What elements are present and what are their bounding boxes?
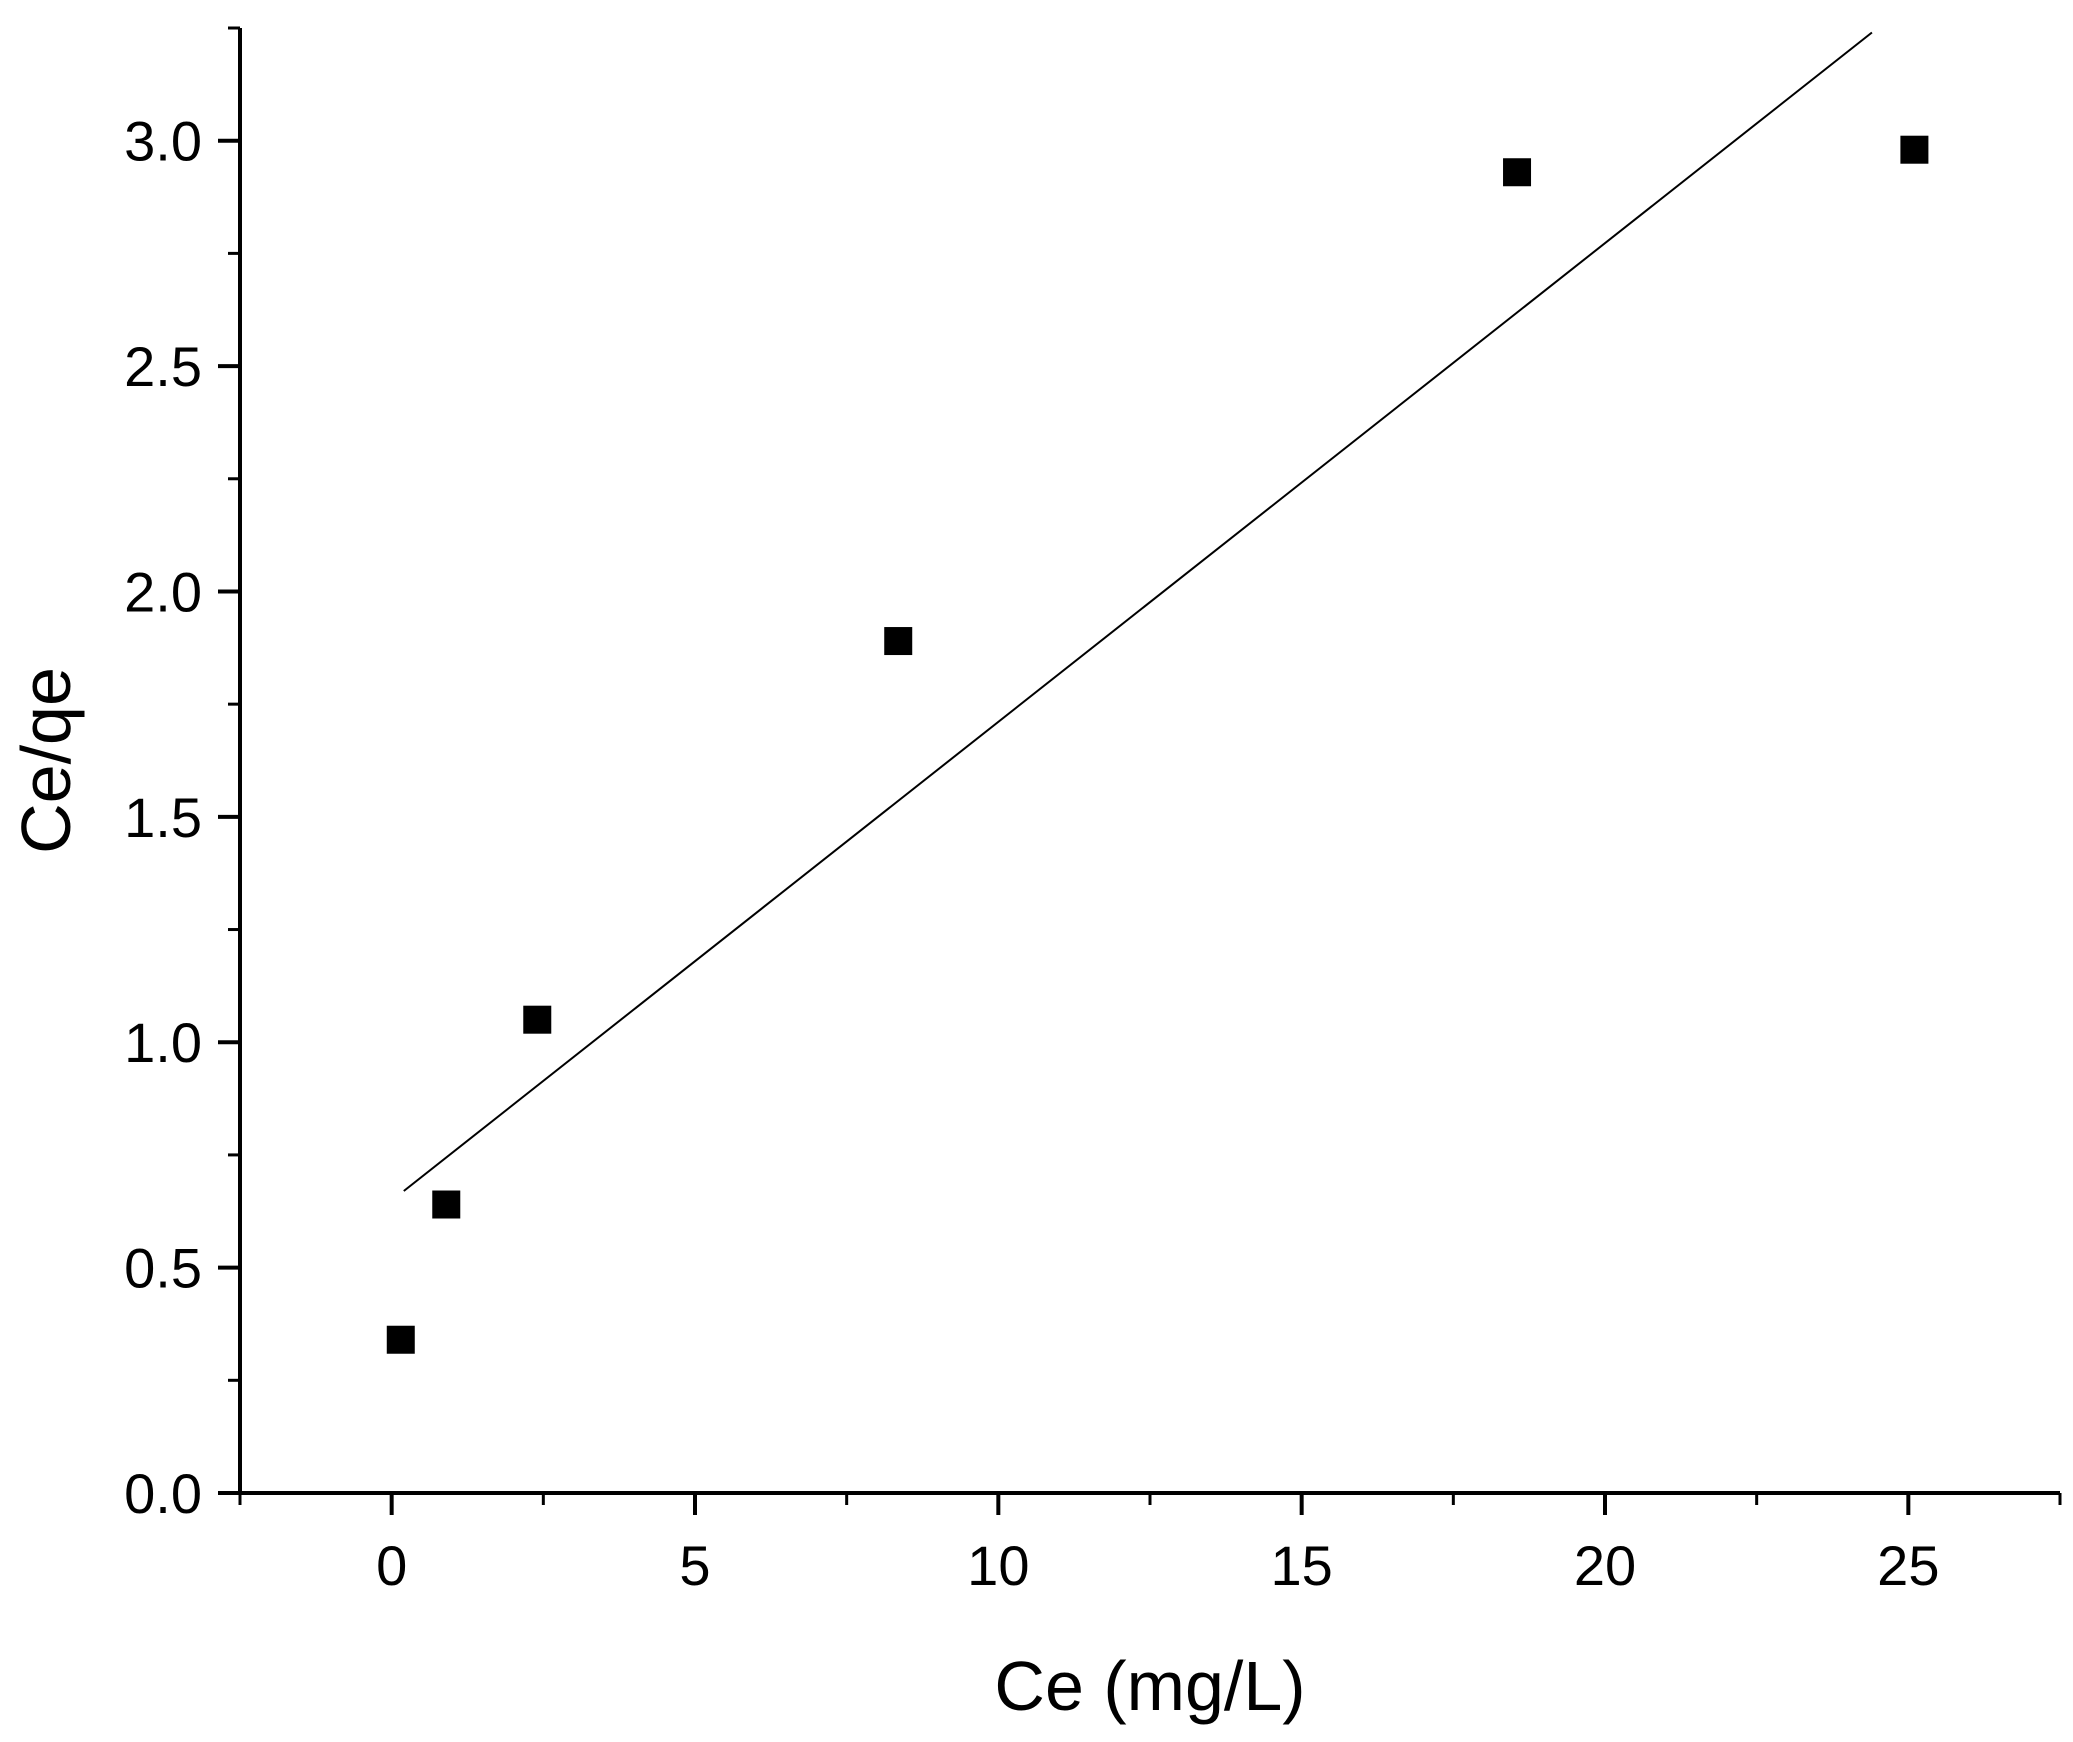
x-tick-label: 15 bbox=[1271, 1534, 1333, 1597]
plot-area: 0 5 10 15 20 25 0.0 0.5 1.0 1.5 2.0 2.5 3.0 bbox=[124, 26, 2062, 1597]
x-tick-label: 20 bbox=[1574, 1534, 1636, 1597]
y-tick-label: 1.5 bbox=[124, 786, 202, 849]
y-tick-label: 3.0 bbox=[124, 110, 202, 173]
y-tick-label: 1.0 bbox=[124, 1011, 202, 1074]
data-point bbox=[1900, 135, 1929, 164]
data-point bbox=[432, 1190, 461, 1219]
data-point bbox=[386, 1325, 415, 1354]
y-tick-label: 0.0 bbox=[124, 1462, 202, 1525]
fit-line-group bbox=[403, 31, 1873, 1192]
x-tick-label: 25 bbox=[1877, 1534, 1939, 1597]
y-tick-label: 0.5 bbox=[124, 1237, 202, 1300]
y-axis-title: Ce/qe bbox=[7, 667, 85, 854]
data-point bbox=[884, 627, 913, 656]
data-points bbox=[386, 135, 1929, 1354]
data-point bbox=[523, 1005, 552, 1034]
x-tick-label: 10 bbox=[967, 1534, 1029, 1597]
x-tick-label: 0 bbox=[376, 1534, 407, 1597]
data-point bbox=[1503, 158, 1532, 187]
x-axis-title: Ce (mg/L) bbox=[994, 1647, 1305, 1725]
linear-fit-line bbox=[403, 31, 1873, 1192]
x-axis-ticks: 0 5 10 15 20 25 bbox=[238, 1493, 2062, 1597]
y-tick-label: 2.5 bbox=[124, 335, 202, 398]
y-axis-ticks: 0.0 0.5 1.0 1.5 2.0 2.5 3.0 bbox=[124, 26, 240, 1525]
y-tick-label: 2.0 bbox=[124, 560, 202, 623]
x-tick-label: 5 bbox=[679, 1534, 710, 1597]
